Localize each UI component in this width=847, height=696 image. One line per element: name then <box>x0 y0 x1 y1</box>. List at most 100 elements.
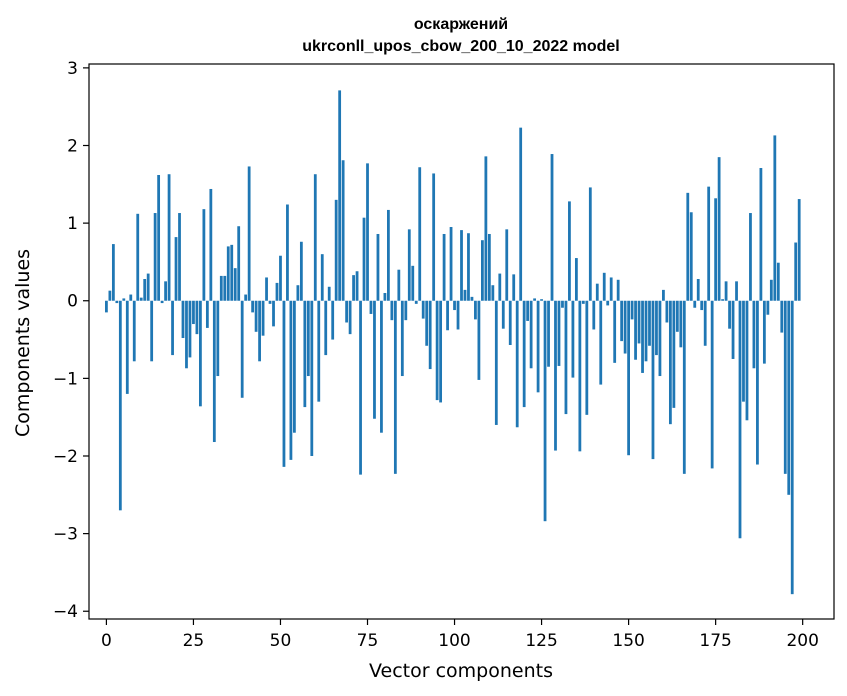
bar <box>352 275 355 301</box>
bar <box>651 300 655 460</box>
bar <box>717 157 721 301</box>
bar <box>515 300 519 428</box>
x-tick-label: 175 <box>699 631 731 651</box>
y-tick-label: −4 <box>53 602 78 622</box>
bar <box>293 300 296 433</box>
bar <box>348 300 352 335</box>
bar <box>157 175 161 301</box>
bar <box>432 173 436 301</box>
bar <box>721 299 724 301</box>
bar <box>707 186 711 301</box>
x-axis-label: Vector components <box>369 660 553 682</box>
bar <box>484 156 488 301</box>
bar <box>609 277 613 301</box>
bar <box>797 199 801 301</box>
bar <box>306 300 310 377</box>
bar <box>456 300 460 330</box>
bar <box>634 300 637 360</box>
bar <box>557 300 561 366</box>
bar <box>139 297 143 301</box>
x-axis-ticks: 0 25 50 75 100 125 150 175 200 <box>101 619 819 651</box>
bar <box>199 300 202 407</box>
x-tick-label: 0 <box>101 631 112 651</box>
bar <box>658 300 662 377</box>
bar <box>564 300 568 415</box>
bar <box>790 300 794 595</box>
chart-title-line-1: оскаржений <box>414 16 508 33</box>
bar <box>630 300 634 320</box>
bar <box>762 300 766 364</box>
plot-frame <box>88 63 835 620</box>
bar <box>387 209 390 301</box>
bar <box>588 187 592 301</box>
bar <box>359 300 362 475</box>
bar <box>668 300 672 425</box>
bar <box>150 300 154 362</box>
x-tick-label: 125 <box>525 631 557 651</box>
bar <box>428 300 432 370</box>
bar <box>592 300 596 330</box>
bar <box>745 300 749 421</box>
bar <box>481 240 484 301</box>
bar <box>627 300 630 456</box>
bar <box>446 300 449 331</box>
bar <box>425 300 429 346</box>
bar <box>202 209 206 301</box>
bar <box>421 300 425 319</box>
bar <box>178 213 181 301</box>
bar <box>637 300 641 344</box>
bar <box>143 279 147 301</box>
bar <box>710 300 714 469</box>
bar <box>536 300 540 393</box>
bar <box>265 277 268 301</box>
bar <box>606 300 610 306</box>
bar <box>554 300 557 451</box>
x-tick-label: 75 <box>357 631 379 651</box>
x-tick-label: 150 <box>612 631 644 651</box>
bar <box>338 90 342 301</box>
bar <box>616 279 620 301</box>
bar <box>185 300 188 369</box>
bar <box>251 300 255 313</box>
bar <box>508 300 512 345</box>
bar <box>540 299 543 301</box>
bar <box>547 300 550 367</box>
bar <box>118 300 122 511</box>
x-tick-label: 25 <box>183 631 205 651</box>
bar <box>171 300 174 356</box>
bar <box>233 268 237 301</box>
y-tick-label: 2 <box>67 137 78 157</box>
bar <box>289 300 293 460</box>
bar <box>648 300 651 346</box>
bar <box>498 273 502 301</box>
bar <box>275 282 279 301</box>
bar <box>205 300 209 328</box>
bar <box>467 233 470 301</box>
bar <box>355 271 359 301</box>
bar <box>282 300 286 467</box>
bar <box>380 300 383 433</box>
bar <box>494 300 498 425</box>
bar <box>195 300 199 335</box>
bar <box>470 296 474 301</box>
bar <box>105 300 108 313</box>
bar <box>644 300 648 362</box>
bar <box>299 241 303 301</box>
bar <box>568 201 571 301</box>
bar <box>407 229 411 301</box>
bar <box>390 300 394 321</box>
chart-title-line-2: ukrconll_upos_cbow_200_10_2022 model <box>302 38 619 55</box>
bar <box>696 279 700 301</box>
bar <box>174 237 178 301</box>
bar <box>578 300 582 452</box>
bar <box>115 300 119 304</box>
y-axis-label: Components values <box>12 249 34 437</box>
bar <box>574 258 578 301</box>
bar <box>533 298 536 301</box>
bar <box>759 168 763 301</box>
bar <box>376 233 380 301</box>
bar <box>773 135 777 301</box>
bar <box>164 281 167 301</box>
bar <box>129 294 133 301</box>
bar <box>477 300 481 380</box>
